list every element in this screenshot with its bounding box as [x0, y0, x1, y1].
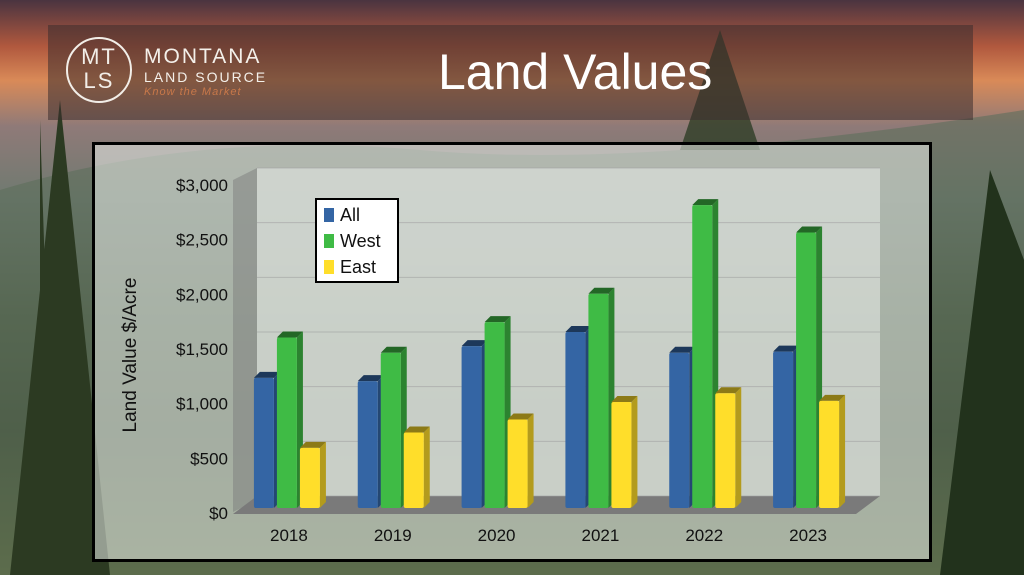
- bar-side: [631, 395, 638, 508]
- bar: [403, 432, 424, 508]
- x-tick-label: 2018: [270, 526, 308, 545]
- y-tick-label: $0: [209, 504, 228, 523]
- bar: [773, 351, 794, 508]
- bar-west-2018: [276, 331, 303, 508]
- bar-top: [380, 346, 407, 353]
- bar-all-2020: [461, 340, 488, 508]
- bar-top: [611, 395, 638, 402]
- bar-all-2021: [565, 325, 592, 508]
- side-wall: [233, 168, 257, 512]
- bar-top: [565, 325, 592, 332]
- bar-west-2022: [692, 199, 719, 508]
- bar-top: [253, 371, 280, 378]
- header-banner: MT LS MONTANA LAND SOURCE Know the Marke…: [48, 25, 973, 120]
- y-tick-label: $3,000: [176, 176, 228, 195]
- bar-all-2023: [773, 345, 800, 508]
- y-tick-label: $2,000: [176, 285, 228, 304]
- bar: [565, 331, 586, 508]
- legend-swatch-all: [324, 208, 334, 222]
- bar-top: [819, 394, 846, 401]
- bar-east-2019: [403, 426, 430, 508]
- bar-east-2021: [611, 395, 638, 508]
- bar: [484, 322, 505, 508]
- bar-all-2018: [253, 371, 280, 508]
- bar-top: [588, 287, 615, 294]
- brand-name: MONTANA: [144, 45, 262, 68]
- bar-west-2019: [380, 346, 407, 508]
- y-tick-label: $500: [190, 449, 228, 468]
- legend-label-west: West: [340, 231, 381, 251]
- bar-east-2020: [507, 413, 534, 508]
- page-title: Land Values: [438, 44, 713, 100]
- bar-all-2022: [669, 346, 696, 508]
- bar: [692, 205, 713, 508]
- bar-top: [484, 316, 511, 323]
- logo-mark: MT LS: [66, 37, 132, 103]
- bar: [611, 401, 632, 508]
- bar: [507, 419, 528, 508]
- bar-side: [839, 394, 846, 508]
- bar-west-2020: [484, 316, 511, 508]
- bar-top: [773, 345, 800, 352]
- bar-side: [527, 413, 534, 508]
- bar: [276, 337, 297, 508]
- bar-east-2022: [715, 387, 742, 508]
- bar-east-2018: [299, 441, 326, 508]
- y-axis-label: Land Value $/Acre: [120, 278, 141, 433]
- bar: [715, 393, 736, 508]
- bar-east-2023: [819, 394, 846, 508]
- legend-swatch-east: [324, 260, 334, 274]
- bar: [796, 232, 817, 509]
- bar-top: [507, 413, 534, 420]
- x-tick-label: 2023: [789, 526, 827, 545]
- x-tick-label: 2020: [478, 526, 516, 545]
- bar-side: [423, 426, 430, 508]
- bar: [380, 352, 401, 508]
- brand-subname: LAND SOURCE: [144, 69, 268, 85]
- x-tick-label: 2021: [582, 526, 620, 545]
- bar-west-2023: [796, 226, 823, 509]
- legend-label-east: East: [340, 257, 376, 277]
- y-tick-label: $2,500: [176, 231, 228, 250]
- legend-label-all: All: [340, 205, 360, 225]
- bar-top: [299, 441, 326, 448]
- bar: [461, 346, 482, 508]
- bar: [299, 447, 320, 508]
- bar-side: [319, 441, 326, 508]
- legend-swatch-west: [324, 234, 334, 248]
- bar-side: [735, 387, 742, 508]
- bar: [819, 400, 840, 508]
- x-tick-label: 2019: [374, 526, 412, 545]
- brand-tagline: Know the Market: [144, 86, 242, 98]
- legend: All West East: [315, 198, 399, 283]
- bar: [588, 293, 609, 508]
- bar-top: [692, 199, 719, 206]
- x-tick-label: 2022: [685, 526, 723, 545]
- bar-top: [461, 340, 488, 347]
- bar-west-2021: [588, 287, 615, 508]
- bar: [357, 381, 378, 508]
- y-tick-label: $1,000: [176, 395, 228, 414]
- bar: [253, 377, 274, 508]
- bar-top: [403, 426, 430, 433]
- bar-top: [669, 346, 696, 353]
- bar-top: [276, 331, 303, 338]
- bar-top: [715, 387, 742, 394]
- y-tick-label: $1,500: [176, 340, 228, 359]
- bar-all-2019: [357, 375, 384, 508]
- bar-top: [796, 226, 823, 233]
- bar-top: [357, 375, 384, 382]
- bar: [669, 352, 690, 508]
